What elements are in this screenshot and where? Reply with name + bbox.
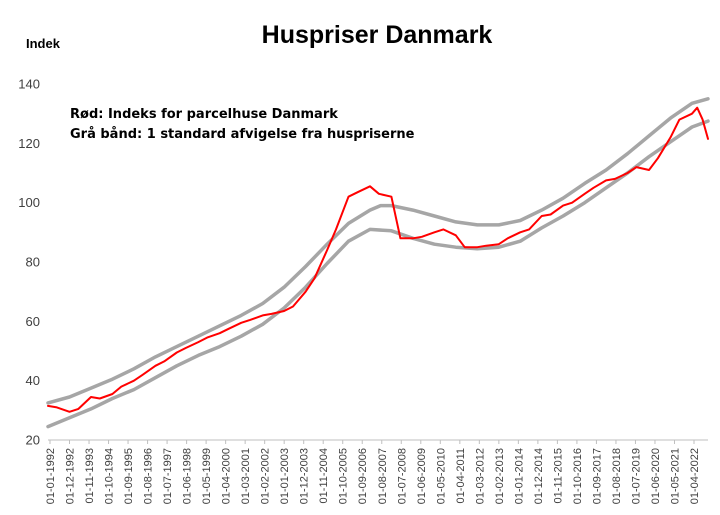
- x-tick-label: 01-03-2012: [474, 448, 486, 504]
- y-axis-ticks: 20 40 60 80 100 120 140: [18, 77, 40, 448]
- x-tick-label: 01-07-1997: [162, 448, 174, 504]
- x-tick-label: 01-10-2005: [338, 448, 350, 504]
- x-tick-label: 01-02-2013: [494, 448, 506, 504]
- x-tick-label: 01-05-1999: [201, 448, 213, 504]
- x-tick-label: 01-09-2006: [357, 448, 369, 504]
- annotation-grey-band: Grå bånd: 1 standard afvigelse fra huspr…: [70, 127, 415, 142]
- x-tick-label: 01-12-1992: [65, 448, 77, 504]
- x-tick-label: 01-04-2011: [455, 448, 467, 503]
- x-tick-label: 01-04-2022: [689, 448, 701, 504]
- x-tick-label: 01-11-2004: [318, 448, 330, 503]
- y-tick-label: 140: [18, 77, 40, 92]
- x-tick-label: 01-08-2018: [611, 448, 623, 504]
- series-line-lower-band: [46, 119, 710, 429]
- y-tick-label: 80: [26, 255, 40, 270]
- x-tick-label: 01-05-2021: [669, 448, 681, 504]
- x-axis-ticks: 01-01-1992 01-12-1992 01-11-1993 01-10-1994…: [45, 440, 701, 504]
- series-layer: [46, 97, 710, 429]
- chart-title: Huspriser Danmark: [262, 21, 493, 49]
- series-line-index: [47, 106, 709, 413]
- x-tick-label: 01-01-1992: [45, 448, 57, 504]
- y-tick-label: 20: [26, 433, 40, 448]
- y-tick-label: 60: [26, 314, 40, 329]
- x-tick-label: 01-06-2020: [650, 448, 662, 504]
- x-tick-label: 01-03-2001: [240, 448, 252, 504]
- x-tick-label: 01-05-2010: [435, 448, 447, 504]
- x-tick-label: 01-12-2014: [533, 448, 545, 504]
- x-tick-label: 01-12-2003: [299, 448, 311, 504]
- x-tick-label: 01-01-2003: [279, 448, 291, 504]
- x-tick-label: 01-08-2007: [377, 448, 389, 504]
- x-tick-label: 01-10-1994: [104, 448, 116, 504]
- x-tick-label: 01-06-2009: [416, 448, 428, 504]
- y-tick-label: 100: [18, 195, 40, 210]
- y-axis-label: Indek: [26, 36, 61, 51]
- x-tick-label: 01-01-2014: [513, 448, 525, 504]
- x-tick-label: 01-07-2008: [396, 448, 408, 504]
- y-tick-label: 120: [18, 136, 40, 151]
- x-tick-label: 01-11-2015: [552, 448, 564, 503]
- x-tick-label: 01-02-2002: [260, 448, 272, 504]
- x-tick-label: 01-09-2017: [591, 448, 603, 504]
- x-tick-label: 01-08-1996: [143, 448, 155, 504]
- x-tick-label: 01-06-1998: [182, 448, 194, 504]
- y-tick-label: 40: [26, 373, 40, 388]
- x-tick-label: 01-11-1993: [84, 448, 96, 503]
- x-tick-label: 01-09-1995: [123, 448, 135, 504]
- x-tick-label: 01-04-2000: [221, 448, 233, 504]
- annotation-red-line: Rød: Indeks for parcelhuse Danmark: [70, 107, 338, 122]
- x-tick-label: 01-10-2016: [572, 448, 584, 504]
- series-line-upper-band: [46, 97, 710, 405]
- x-tick-label: 01-07-2019: [630, 448, 642, 504]
